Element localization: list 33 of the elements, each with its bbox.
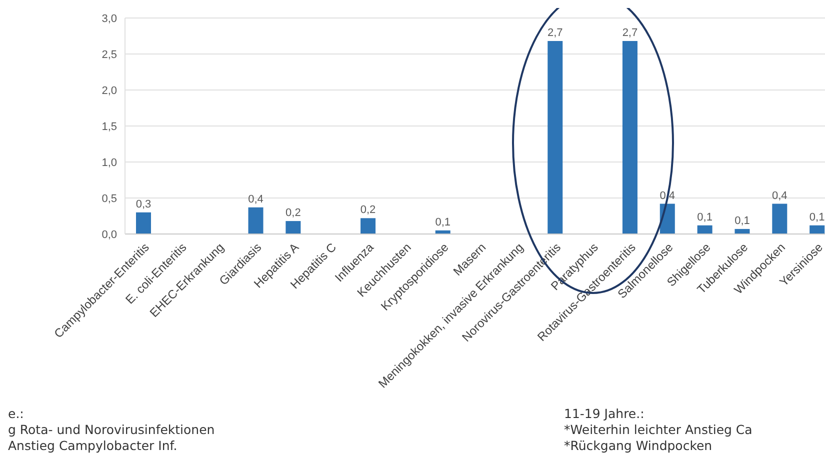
- bar: [286, 221, 301, 234]
- data-label: 0,4: [248, 193, 264, 206]
- text: e.:: [8, 406, 25, 422]
- y-tick-label: 1,5: [102, 120, 117, 133]
- bar: [772, 204, 788, 234]
- data-label: 0,2: [360, 204, 376, 216]
- bar: [697, 225, 712, 234]
- data-label: 0,1: [809, 211, 825, 224]
- text: Anstieg Campylobacter Inf.: [8, 438, 178, 454]
- bar: [136, 212, 151, 234]
- y-tick-label: 2,0: [102, 84, 117, 97]
- y-tick-label: 3,0: [102, 12, 117, 25]
- text: 11-19 Jahre.:: [564, 406, 646, 422]
- data-label: 0,1: [734, 214, 750, 227]
- text: g Rota- und Norovirusinfektionen: [8, 422, 215, 438]
- data-label: 0,3: [136, 198, 152, 210]
- data-label: 0,1: [435, 216, 451, 228]
- data-label: 2,7: [622, 27, 638, 40]
- data-label: 2,7: [547, 27, 563, 40]
- bar: [248, 207, 264, 234]
- y-tick-label: 0,5: [102, 192, 117, 205]
- data-label: 0,2: [286, 207, 301, 220]
- y-tick-label: 1,0: [102, 156, 117, 169]
- bar: [622, 41, 638, 234]
- bar: [810, 225, 825, 234]
- y-tick-label: 0,0: [102, 228, 117, 241]
- bar: [548, 41, 563, 234]
- data-label: 0,1: [697, 211, 712, 224]
- y-tick-label: 2,5: [102, 48, 117, 61]
- text: *Weiterhin leichter Anstieg Ca: [564, 422, 752, 438]
- data-label: 0,4: [772, 190, 788, 202]
- text: *Rückgang Windpocken: [564, 438, 714, 454]
- bar: [360, 218, 376, 234]
